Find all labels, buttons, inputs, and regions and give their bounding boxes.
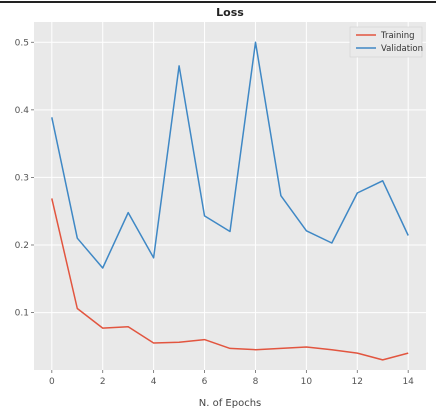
series-line-training (51, 198, 409, 361)
y-axis-ticks: 0.1 0.2 0.3 0.4 0.5 (15, 38, 34, 319)
x-axis-ticks: 0 2 4 6 8 10 12 14 (49, 370, 414, 387)
y-tick-label-4: 0.5 (15, 38, 29, 48)
x-tick-label-8: 8 (253, 377, 259, 387)
y-tick-label-3: 0.4 (15, 106, 30, 116)
legend-label-validation: Validation (381, 44, 423, 54)
y-tick-label-1: 0.2 (15, 241, 29, 251)
series-lines (51, 41, 409, 361)
plot-area-background (34, 22, 426, 370)
y-tick-label-2: 0.3 (15, 173, 29, 183)
series-line-validation (51, 41, 409, 269)
x-tick-label-6: 6 (202, 377, 208, 387)
x-tick-label-2: 2 (100, 377, 106, 387)
chart-title: Loss (216, 6, 244, 19)
x-tick-label-4: 4 (151, 377, 157, 387)
x-tick-label-0: 0 (49, 377, 55, 387)
top-border-line (0, 1, 436, 3)
legend-label-training: Training (380, 31, 415, 41)
grid-lines (34, 22, 426, 370)
legend-box (349, 26, 423, 58)
legend: Training Validation (349, 26, 423, 58)
y-tick-label-0: 0.1 (15, 309, 29, 319)
x-axis-label: N. of Epochs (199, 398, 262, 409)
x-tick-label-14: 14 (402, 377, 414, 387)
x-tick-label-10: 10 (301, 377, 313, 387)
x-tick-label-12: 12 (352, 377, 363, 387)
